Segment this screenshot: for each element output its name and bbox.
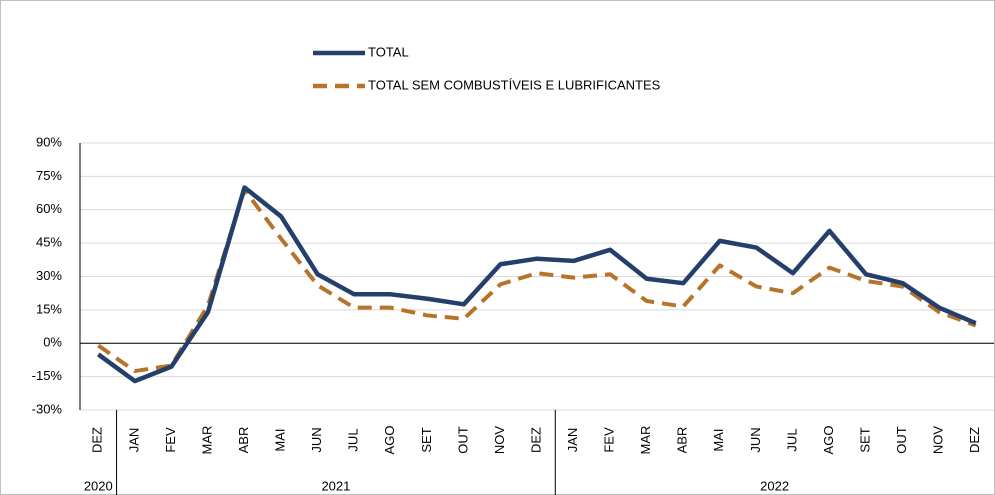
x-tick-label: OUT xyxy=(894,426,909,454)
x-tick-label: JUL xyxy=(784,428,799,451)
x-tick-label: NOV xyxy=(931,426,946,455)
x-tick-label: NOV xyxy=(492,426,507,455)
x-tick-label: FEV xyxy=(602,427,617,453)
x-tick-label: AGO xyxy=(382,426,397,455)
x-tick-label: JUN xyxy=(309,427,324,452)
x-tick-label: ABR xyxy=(236,427,251,454)
x-group-label: 2021 xyxy=(321,478,350,493)
x-tick-label: DEZ xyxy=(528,427,543,453)
x-tick-label: MAR xyxy=(638,426,653,455)
y-tick-label: 90% xyxy=(36,134,62,149)
x-tick-label: OUT xyxy=(455,426,470,454)
x-tick-label: MAR xyxy=(199,426,214,455)
x-tick-label: MAI xyxy=(711,428,726,451)
y-tick-label: 0% xyxy=(43,335,62,350)
x-tick-label: JUL xyxy=(346,428,361,451)
y-tick-label: 15% xyxy=(36,301,62,316)
x-tick-label: ABR xyxy=(675,427,690,454)
x-tick-label: SET xyxy=(857,427,872,452)
x-tick-label: FEV xyxy=(163,427,178,453)
y-tick-label: -30% xyxy=(32,401,63,416)
x-tick-label: MAI xyxy=(273,428,288,451)
x-tick-label: JAN xyxy=(565,428,580,453)
x-tick-label: AGO xyxy=(821,426,836,455)
x-tick-label: SET xyxy=(419,427,434,452)
x-group-label: 2022 xyxy=(760,478,789,493)
x-group-label: 2020 xyxy=(84,478,113,493)
legend-label: TOTAL xyxy=(368,44,409,59)
x-tick-label: JUN xyxy=(748,427,763,452)
x-tick-label: DEZ xyxy=(90,427,105,453)
y-tick-label: 75% xyxy=(36,168,62,183)
x-tick-label: DEZ xyxy=(967,427,982,453)
y-tick-label: -15% xyxy=(32,368,63,383)
x-tick-label: JAN xyxy=(126,428,141,453)
y-tick-label: 30% xyxy=(36,268,62,283)
series-line xyxy=(96,185,977,384)
legend-label: TOTAL SEM COMBUSTÍVEIS E LUBRIFICANTES xyxy=(368,77,661,92)
y-tick-label: 45% xyxy=(36,235,62,250)
y-tick-label: 60% xyxy=(36,201,62,216)
series-line xyxy=(97,187,977,374)
